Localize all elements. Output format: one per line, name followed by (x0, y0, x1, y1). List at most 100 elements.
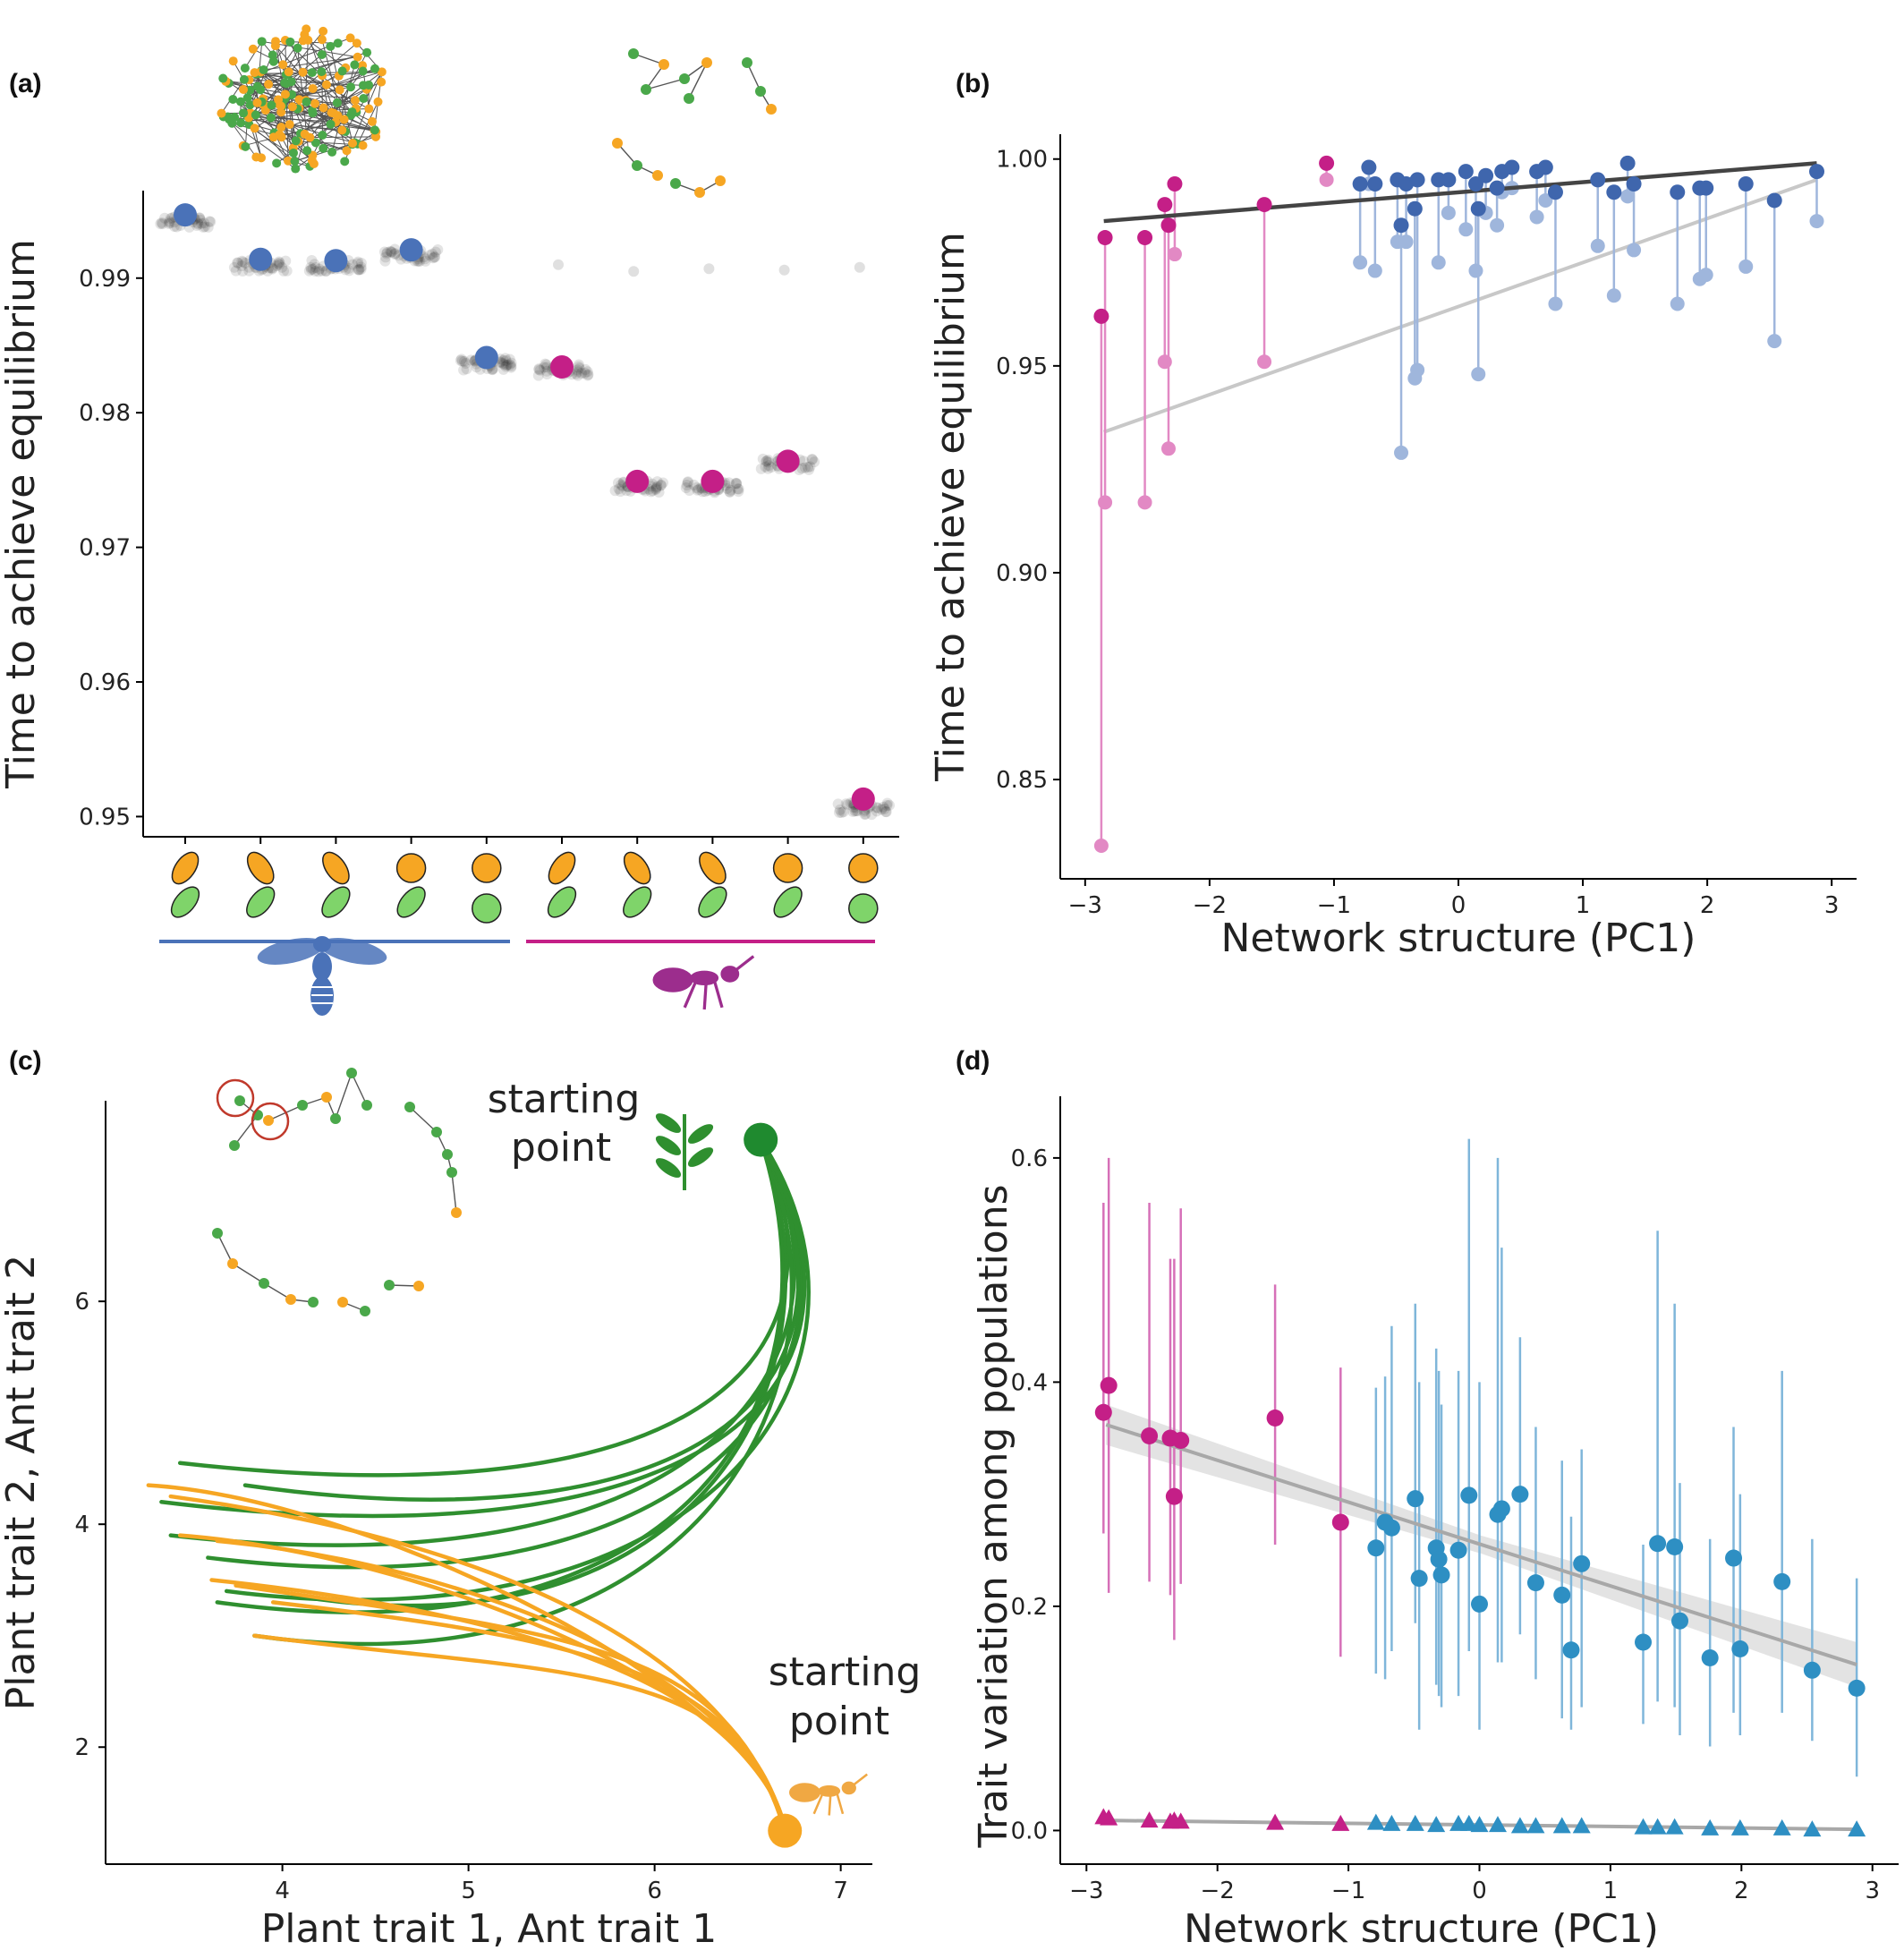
replicate-point (806, 454, 818, 465)
network-node (251, 152, 261, 162)
network-node (275, 130, 285, 140)
replicate-point (572, 364, 583, 376)
network-node (350, 96, 360, 106)
ant-head (841, 1781, 856, 1795)
trait-circle-top (848, 853, 879, 883)
replicate-point (798, 456, 810, 467)
network-node (276, 123, 286, 132)
network-node (287, 89, 297, 99)
upper-point (1319, 155, 1335, 171)
network-node (612, 138, 623, 149)
network-node (284, 67, 293, 77)
network-node (384, 1280, 395, 1290)
network-node (227, 1258, 238, 1269)
network-small (612, 138, 663, 181)
replicate-point (379, 255, 391, 267)
ant-leg (835, 1792, 845, 1815)
upper-point (1547, 184, 1563, 200)
starting-point-label: point (789, 1699, 889, 1744)
triangle-point (1526, 1817, 1545, 1834)
y-tick-label: 0.90 (996, 560, 1048, 587)
replicate-point (504, 353, 515, 365)
faint-point (703, 263, 715, 275)
network-node (339, 115, 349, 124)
y-axis-title: Plant trait 2, Ant trait 2 (0, 1255, 44, 1711)
replicate-point (653, 486, 665, 498)
trait-ellipse-bottom (773, 886, 803, 918)
replicate-point (500, 354, 512, 366)
lower-point (1093, 839, 1109, 854)
replicate-point (316, 265, 327, 277)
replicate-point (191, 219, 203, 231)
panel-label-a: (a) (9, 69, 42, 98)
network-node (431, 1127, 442, 1137)
network-node (670, 178, 681, 189)
data-point (1666, 1538, 1684, 1556)
ant-icon (652, 955, 755, 1010)
panel-a: (a) 0.95 0.96 0.97 0.98 0.99 Time to achieve e… (0, 24, 899, 1016)
network-node (239, 74, 249, 84)
network-edge (254, 72, 352, 88)
x-tick-label: 3 (1824, 892, 1840, 919)
network-edge (244, 41, 263, 69)
y-tick-label: 1.00 (996, 147, 1048, 174)
data-point (1367, 1539, 1385, 1557)
network-node (377, 77, 387, 87)
triangle-point (1701, 1818, 1720, 1835)
trait-ellipse-top (322, 851, 350, 885)
network-node (245, 85, 255, 95)
replicate-point (761, 455, 772, 466)
y-tick-label: 0.95 (79, 804, 131, 830)
panel-label-c: (c) (9, 1046, 42, 1076)
network-node (238, 108, 248, 118)
network-node (259, 65, 268, 75)
replicate-point (355, 263, 367, 275)
network-node (318, 131, 327, 141)
fit-line (1105, 1423, 1857, 1666)
replicate-point (276, 261, 288, 273)
network-edge (254, 128, 262, 158)
y-tick-label: 0.95 (996, 353, 1048, 380)
y-tick-label: 0.96 (79, 669, 131, 696)
network-node (291, 136, 301, 146)
x-tick-label: 6 (647, 1878, 662, 1904)
trait-circle-top (772, 853, 803, 883)
data-point (1731, 1640, 1749, 1658)
replicate-point (458, 364, 470, 376)
network-edge (298, 141, 353, 145)
plant-leaf (687, 1124, 714, 1144)
network-small (384, 1280, 424, 1291)
replicate-point (866, 809, 878, 821)
replicate-point (539, 362, 550, 373)
replicate-point (355, 261, 367, 273)
lower-point (1394, 445, 1409, 460)
replicate-point (427, 252, 438, 264)
replicate-point (755, 463, 767, 474)
replicate-point (574, 362, 585, 374)
replicate-point (572, 366, 583, 378)
replicate-point (533, 364, 545, 376)
replicate-point (194, 212, 206, 224)
replicate-point (762, 454, 774, 465)
y-tick-label: 2 (74, 1734, 89, 1761)
network-node (240, 64, 250, 73)
plant-trajectory (252, 1137, 795, 1647)
replicate-point (871, 805, 882, 817)
replicate-point (237, 256, 249, 268)
replicate-point (796, 463, 808, 474)
network-node (308, 1297, 319, 1307)
replicate-point (684, 485, 695, 497)
lower-point (1468, 263, 1483, 278)
replicate-point (651, 481, 663, 492)
network-node (235, 97, 245, 106)
data-point (1701, 1649, 1719, 1667)
network-node (755, 86, 766, 97)
replicate-point (655, 479, 667, 490)
replicate-point (616, 479, 627, 490)
ant-start-point (768, 1813, 803, 1848)
network-node (327, 147, 337, 157)
ant-thorax (818, 1784, 841, 1797)
upper-point (1478, 167, 1494, 183)
replicate-point (389, 248, 401, 260)
upper-point (1093, 308, 1109, 324)
